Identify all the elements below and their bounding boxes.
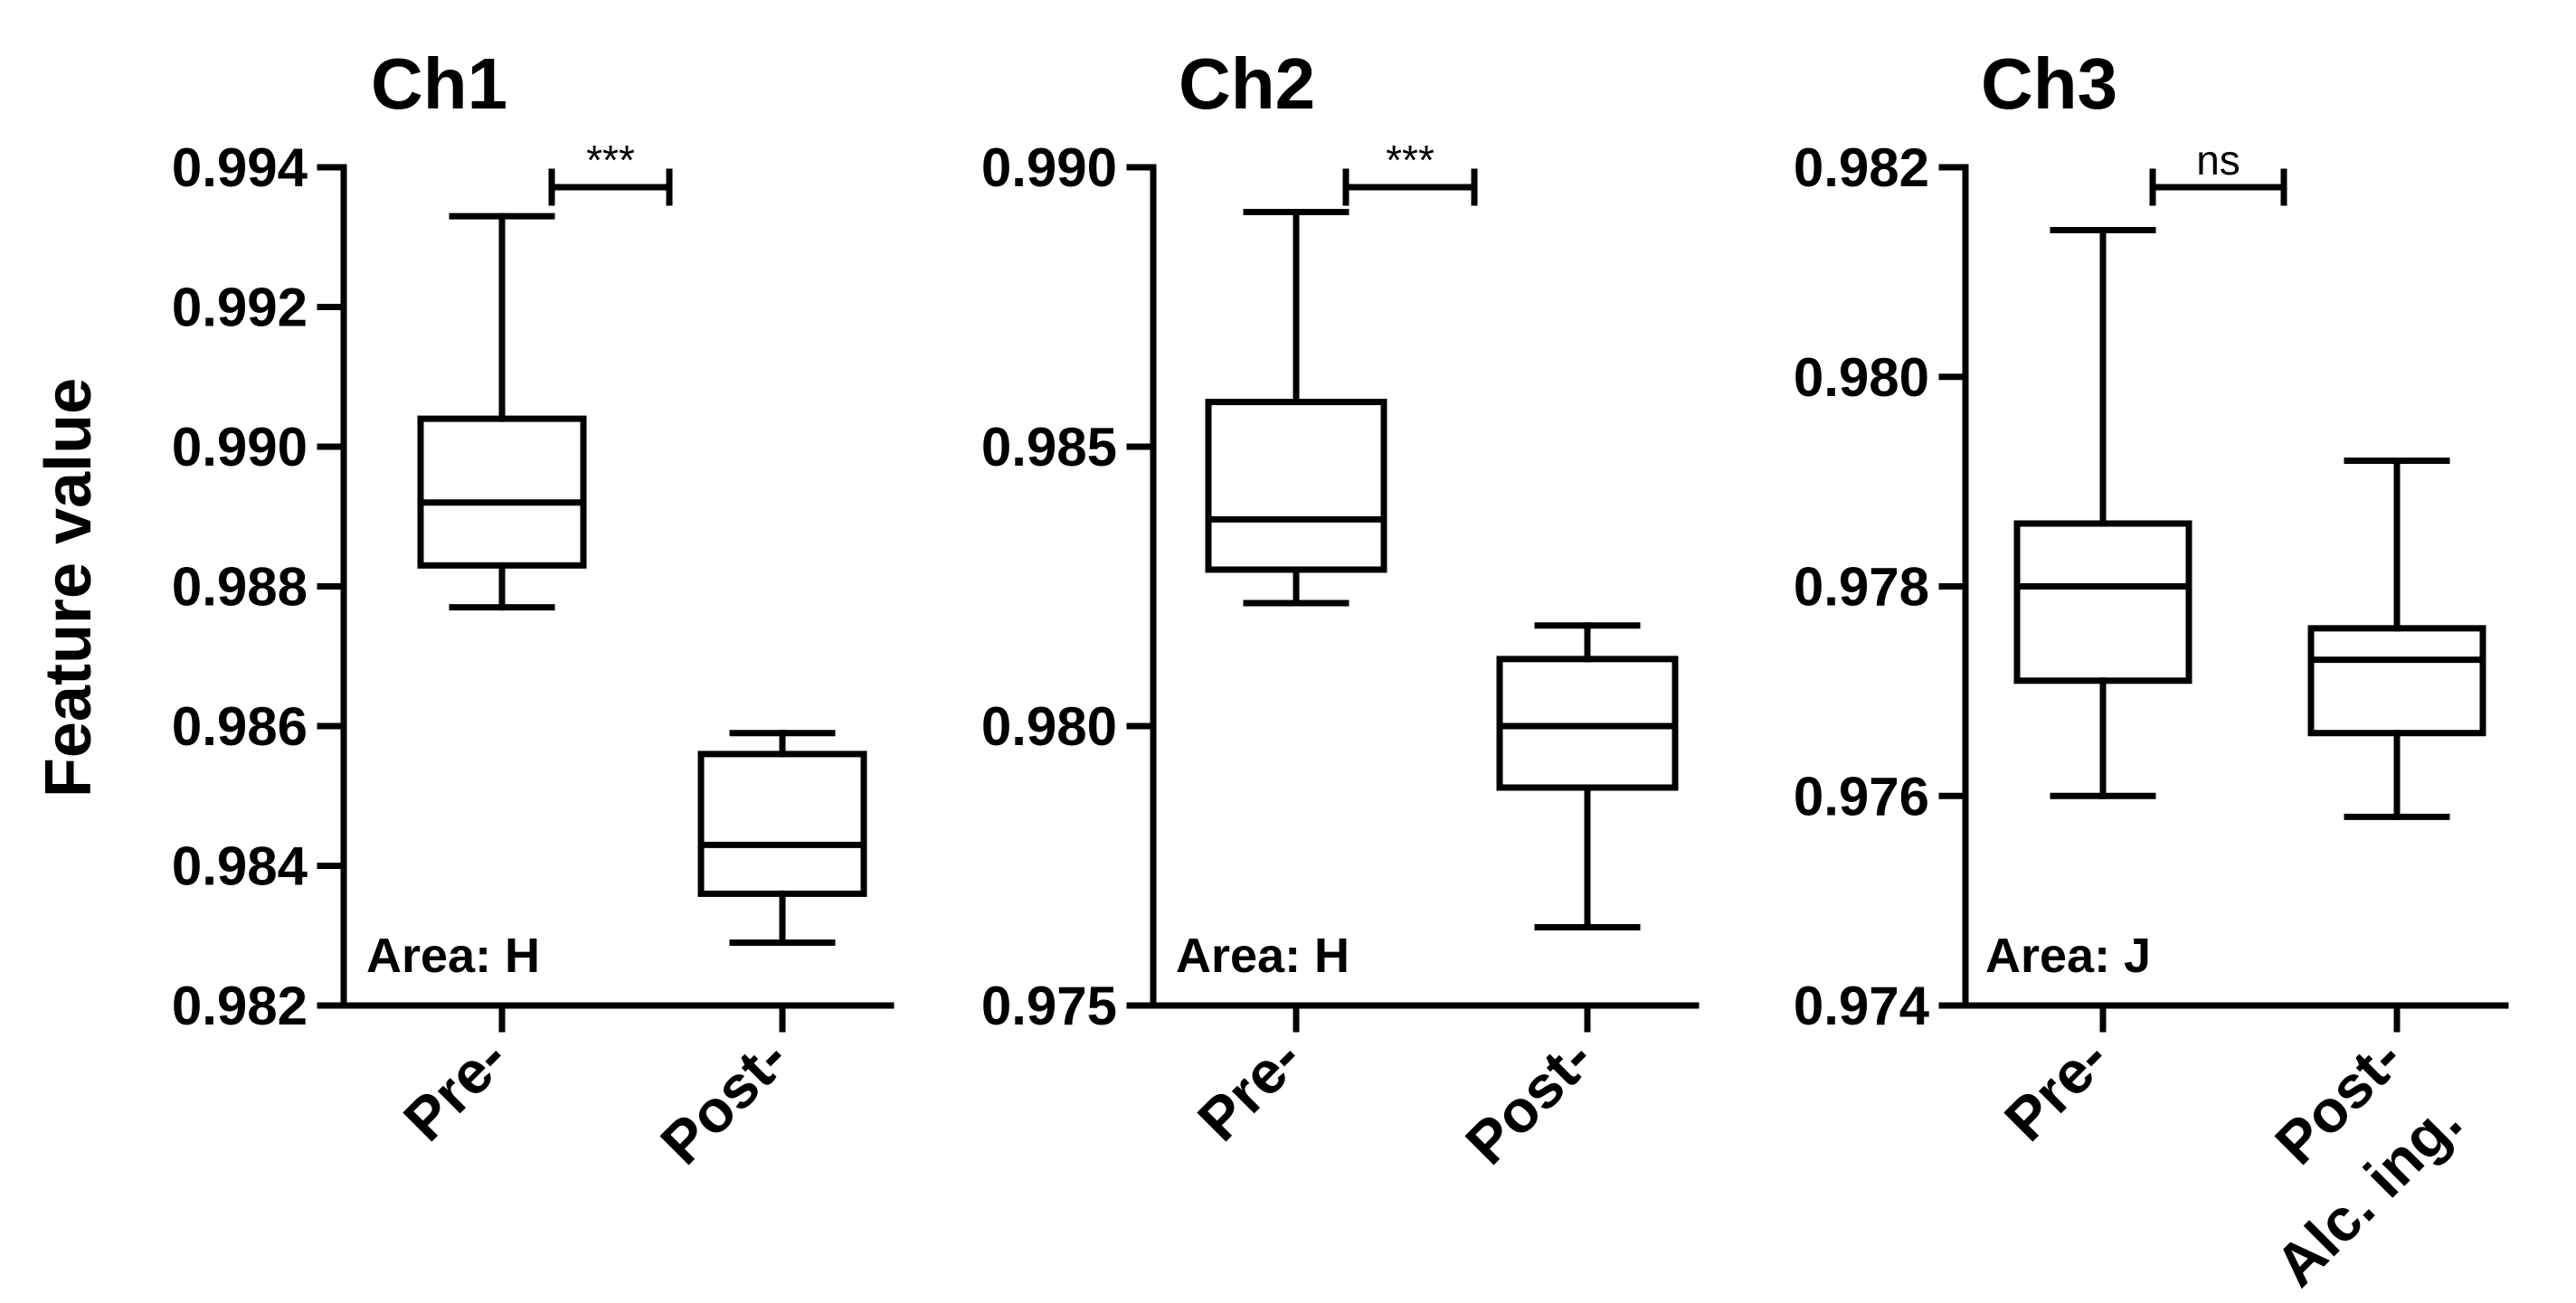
significance-label: *** bbox=[586, 137, 635, 184]
y-tick-label: 0.980 bbox=[981, 696, 1117, 757]
significance-label: *** bbox=[1386, 137, 1435, 184]
area-annotation: Area: J bbox=[1985, 929, 2151, 983]
iqr-box bbox=[417, 415, 587, 569]
iqr-box bbox=[2307, 625, 2486, 737]
y-tick-label: 0.988 bbox=[172, 557, 308, 618]
panel-ch1: Ch1 0.982 0.984 0.986 0.988 0.990 0.992 0.994 **… bbox=[172, 43, 895, 1177]
box-pre bbox=[2013, 227, 2192, 799]
box-post bbox=[697, 730, 867, 946]
y-tick-label: 0.978 bbox=[1794, 557, 1929, 618]
y-tick-label: 0.990 bbox=[981, 137, 1117, 198]
y-tick-label: 0.974 bbox=[1794, 976, 1930, 1036]
iqr-box bbox=[697, 751, 867, 897]
box-post bbox=[2307, 457, 2486, 820]
iqr-box bbox=[2013, 520, 2192, 685]
y-tick-label: 0.980 bbox=[1794, 347, 1929, 408]
iqr-box bbox=[1205, 399, 1387, 573]
box-pre bbox=[1205, 208, 1387, 607]
y-tick-label: 0.990 bbox=[172, 417, 308, 477]
panel-title: Ch3 bbox=[1981, 43, 2117, 124]
area-annotation: Area: H bbox=[366, 929, 540, 983]
box-post bbox=[1496, 622, 1679, 930]
y-tick-label: 0.975 bbox=[981, 976, 1117, 1036]
panel-title: Ch2 bbox=[1179, 43, 1315, 124]
y-tick-label: 0.984 bbox=[172, 836, 308, 897]
y-tick-label: 0.982 bbox=[172, 976, 308, 1036]
y-tick-label: 0.986 bbox=[172, 696, 308, 757]
y-tick-label: 0.976 bbox=[1794, 766, 1929, 826]
y-tick-label: 0.982 bbox=[1794, 137, 1929, 198]
y-tick-label: 0.994 bbox=[172, 137, 308, 198]
y-axis-label: Feature value bbox=[33, 378, 105, 798]
y-tick-label: 0.992 bbox=[172, 278, 308, 338]
significance-label: ns bbox=[2196, 137, 2240, 184]
area-annotation: Area: H bbox=[1176, 929, 1350, 983]
panel-title: Ch1 bbox=[371, 43, 507, 124]
box-pre bbox=[417, 212, 587, 611]
y-tick-label: 0.985 bbox=[981, 417, 1117, 477]
